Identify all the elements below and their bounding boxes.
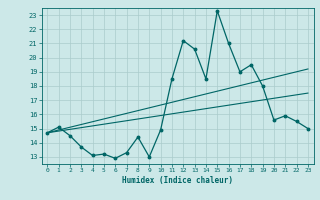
X-axis label: Humidex (Indice chaleur): Humidex (Indice chaleur) xyxy=(122,176,233,185)
